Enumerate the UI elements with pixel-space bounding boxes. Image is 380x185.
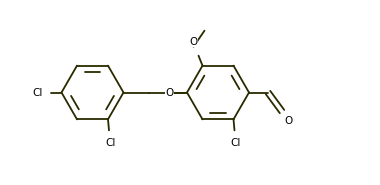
- Text: Cl: Cl: [105, 138, 116, 148]
- Text: O: O: [165, 88, 174, 97]
- Text: Cl: Cl: [231, 138, 241, 148]
- Text: Cl: Cl: [32, 88, 43, 97]
- Text: O: O: [285, 115, 293, 125]
- Text: O: O: [189, 37, 198, 47]
